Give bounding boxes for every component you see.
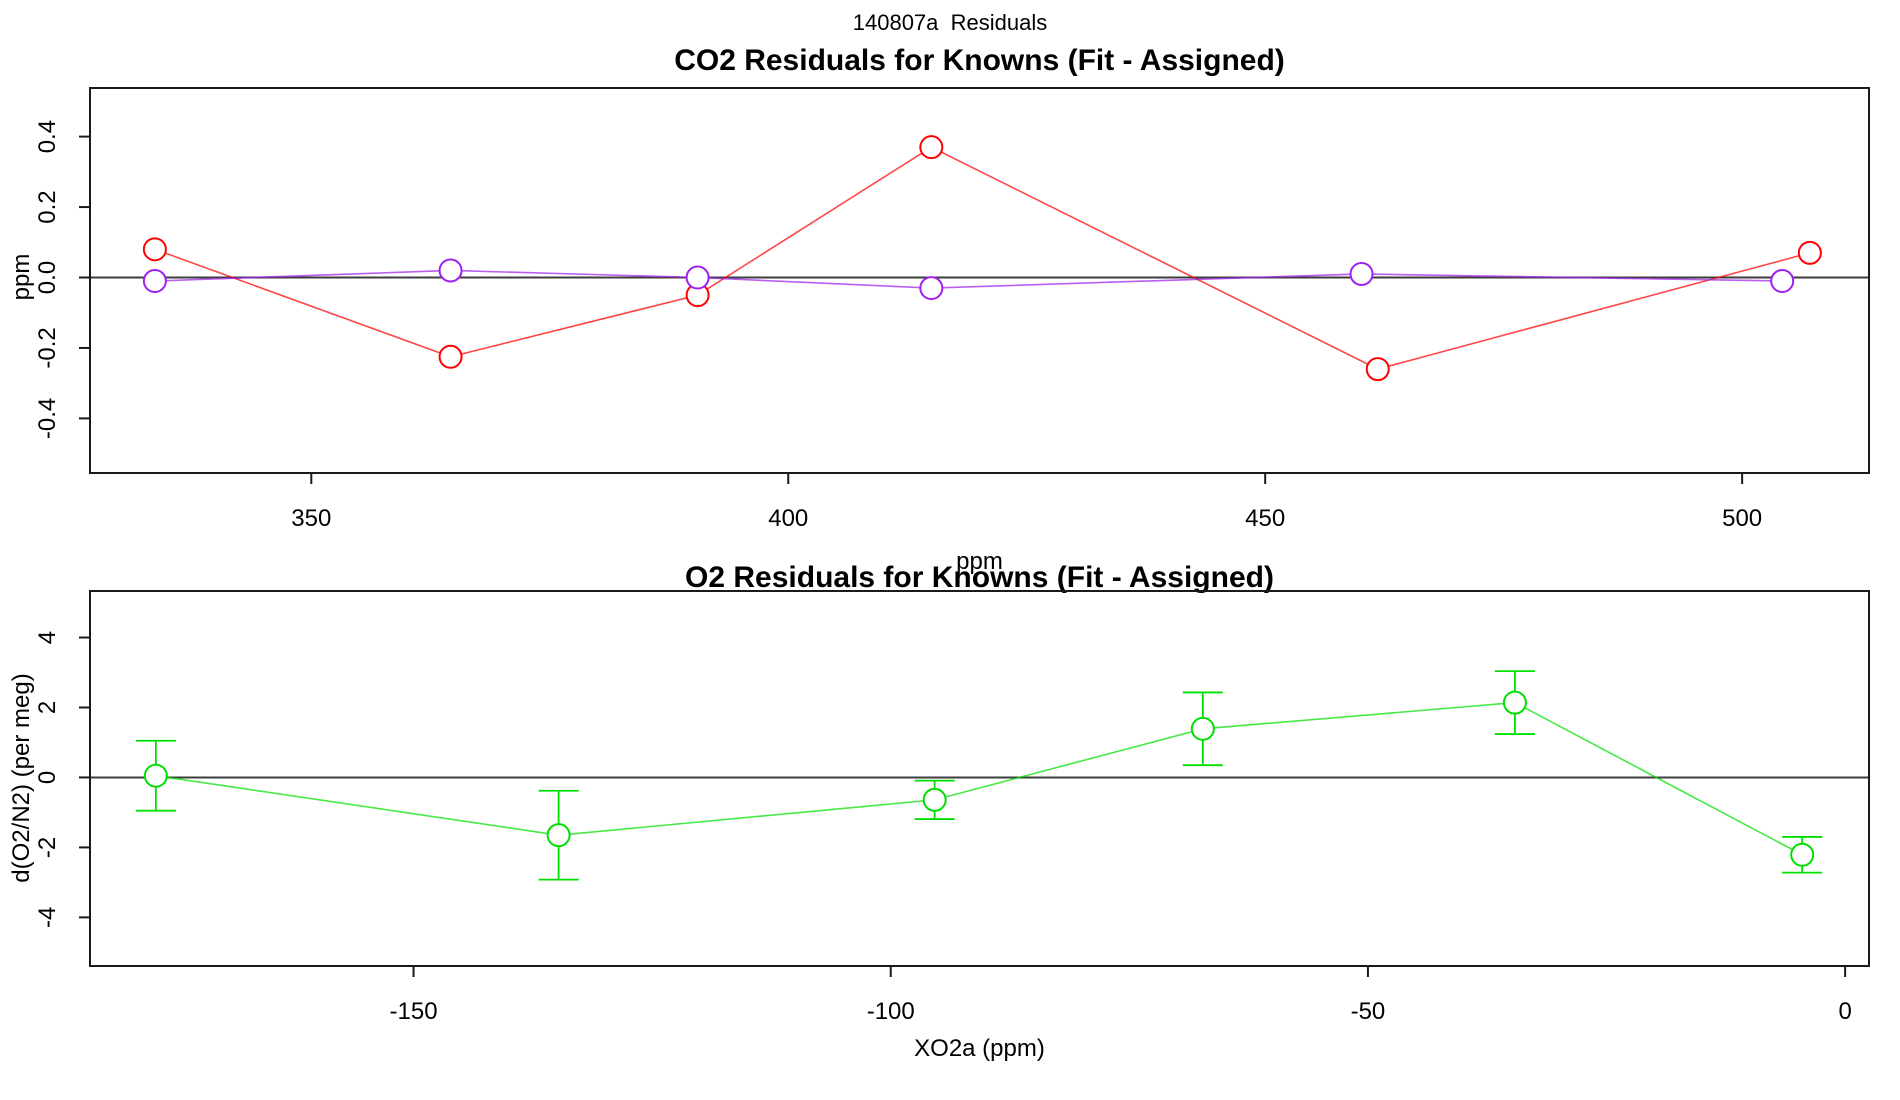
- o2-y-tick-label: 2: [34, 701, 61, 714]
- o2-residual-green-marker: [922, 787, 947, 812]
- co2-residual-red-marker: [1365, 357, 1390, 382]
- o2-y-tick-label: 0: [34, 771, 61, 784]
- co2-x-tick-label: 350: [291, 505, 331, 532]
- o2-y-tick-label: 4: [34, 631, 61, 644]
- co2-x-axis-label: ppm: [956, 548, 1003, 575]
- co2-residual-red-marker: [1797, 240, 1822, 265]
- o2-residual-green-marker: [143, 763, 168, 788]
- co2-residual-purple-marker: [142, 269, 167, 294]
- co2-residual-red-marker: [919, 135, 944, 160]
- co2-residual-red-line: [154, 146, 1811, 370]
- co2-x-tick-label: 400: [768, 505, 808, 532]
- main-title: 140807a Residuals: [852, 10, 1048, 35]
- o2-x-tick-label: -150: [390, 998, 438, 1025]
- co2-y-tick-label: 0.2: [34, 190, 61, 223]
- o2-x-axis-label: XO2a (ppm): [914, 1035, 1045, 1062]
- o2-residual-green-marker: [1502, 690, 1527, 715]
- o2-y-tick-label: -2: [34, 837, 61, 858]
- o2-x-tick-label: 0: [1838, 998, 1851, 1025]
- co2-residual-purple-marker: [685, 265, 710, 290]
- o2-plot-title: O2 Residuals for Knowns (Fit - Assigned): [685, 561, 1274, 594]
- co2-residual-purple-marker: [919, 276, 944, 301]
- co2-x-tick-label: 500: [1722, 505, 1762, 532]
- o2-residual-green-marker: [546, 823, 571, 848]
- o2-plot-box: [89, 590, 1870, 967]
- co2-y-tick-label: -0.2: [34, 327, 61, 368]
- o2-x-tick-label: -50: [1351, 998, 1386, 1025]
- co2-y-tick-label: 0.4: [34, 120, 61, 153]
- co2-residual-purple-line: [154, 269, 1783, 289]
- co2-plot-title: CO2 Residuals for Knowns (Fit - Assigned…: [674, 44, 1285, 77]
- co2-residual-red-marker: [438, 344, 463, 369]
- co2-residual-purple-marker: [1349, 261, 1374, 286]
- o2-residual-green-marker: [1190, 716, 1215, 741]
- o2-residual-green-line: [155, 701, 1803, 856]
- co2-residual-red-marker: [142, 237, 167, 262]
- co2-y-tick-label: 0.0: [34, 261, 61, 294]
- co2-residual-purple-marker: [1770, 269, 1795, 294]
- o2-y-tick-label: -4: [34, 907, 61, 928]
- co2-y-tick-label: -0.4: [34, 398, 61, 439]
- co2-plot-box: [89, 87, 1870, 474]
- o2-residual-green-marker: [1790, 842, 1815, 867]
- co2-residual-purple-marker: [438, 258, 463, 283]
- co2-x-tick-label: 450: [1245, 505, 1285, 532]
- o2-x-tick-label: -100: [867, 998, 915, 1025]
